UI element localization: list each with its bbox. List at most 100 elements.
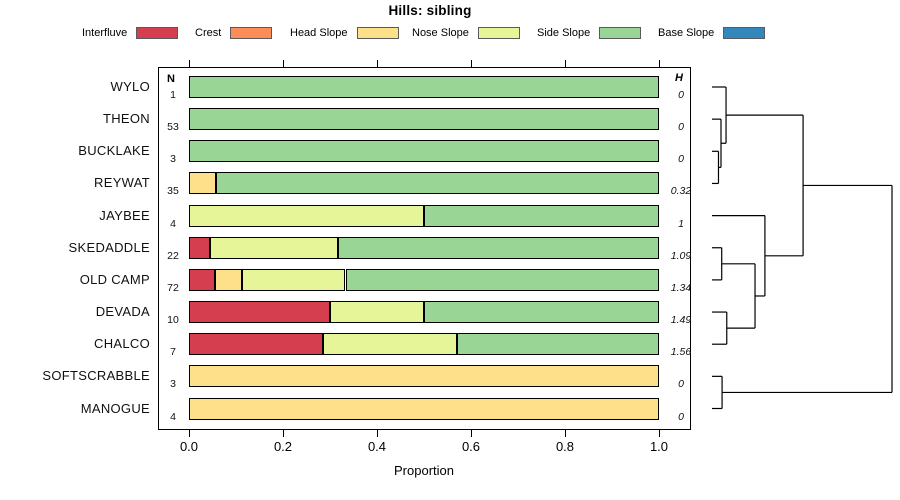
h-value: 0	[678, 153, 684, 166]
legend-item: Head Slope	[290, 26, 399, 40]
h-value: 0	[678, 121, 684, 134]
legend-swatch	[723, 27, 766, 39]
legend-item-label: Interfluve	[82, 27, 128, 39]
x-tick-top	[189, 60, 190, 67]
bar-segment	[189, 236, 211, 259]
row-label: REYWAT	[94, 175, 150, 191]
bar-row	[189, 76, 659, 98]
row-label: OLD CAMP	[79, 271, 150, 287]
row-label: BUCKLAKE	[78, 143, 150, 159]
legend-swatch	[477, 27, 520, 39]
row-label: CHALCO	[94, 336, 150, 352]
bar-row	[189, 236, 659, 259]
h-column-header: H	[675, 72, 683, 84]
bar-segment	[330, 301, 424, 324]
bar-row	[189, 204, 659, 227]
n-value: 4	[170, 217, 176, 230]
bar-row	[189, 301, 659, 324]
legend-item: Crest	[195, 26, 273, 40]
x-tick-bottom	[659, 430, 660, 437]
h-value: 0	[678, 89, 684, 101]
row-label: THEON	[103, 111, 150, 127]
bar-segment	[457, 333, 659, 356]
n-value: 4	[170, 410, 176, 423]
x-tick-bottom	[565, 430, 566, 437]
n-value: 10	[167, 314, 179, 327]
bar-segment	[323, 333, 458, 356]
legend-swatch	[356, 27, 399, 39]
row-label: MANOGUE	[80, 400, 150, 416]
x-tick-bottom	[189, 430, 190, 437]
legend-item-label: Base Slope	[658, 27, 715, 39]
bar-segment	[345, 268, 659, 291]
bar-row	[189, 108, 659, 131]
h-value: 0.32	[670, 185, 692, 198]
h-value: 0	[678, 378, 684, 391]
bar-segment	[189, 397, 659, 420]
bar-segment	[189, 268, 216, 291]
bar-segment	[424, 204, 659, 227]
x-tick-top	[565, 60, 566, 67]
bar-segment	[189, 140, 659, 163]
bar-segment	[215, 268, 242, 291]
h-value: 0	[678, 410, 684, 423]
bar-segment	[210, 236, 339, 259]
x-tick-label: 0.8	[555, 439, 575, 454]
bar-segment	[241, 268, 346, 291]
legend-item-label: Side Slope	[537, 27, 591, 39]
bar-row	[189, 333, 659, 356]
bar-row	[189, 365, 659, 388]
legend-item-label: Crest	[195, 27, 222, 39]
x-tick-top	[659, 60, 660, 67]
h-value: 1.34	[670, 281, 692, 294]
x-tick-top	[471, 60, 472, 67]
x-axis-title: Proportion	[394, 463, 454, 478]
n-value: 3	[170, 153, 176, 166]
legend-swatch	[136, 27, 179, 39]
bar-segment	[189, 108, 659, 131]
bar-segment	[189, 76, 659, 98]
x-tick-label: 0.6	[461, 439, 481, 454]
n-value: 1	[170, 89, 176, 101]
n-value: 3	[170, 378, 176, 391]
n-value: 22	[167, 249, 179, 262]
bar-segment	[215, 172, 659, 195]
x-tick-bottom	[377, 430, 378, 437]
x-tick-label: 0.4	[367, 439, 387, 454]
bar-segment	[189, 172, 216, 195]
x-tick-label: 0.0	[179, 439, 199, 454]
x-tick-top	[377, 60, 378, 67]
plot-box	[158, 67, 691, 430]
legend-item: Base Slope	[658, 26, 766, 40]
h-value: 1	[678, 217, 684, 230]
h-value: 1.49	[670, 314, 692, 327]
bar-segment	[189, 333, 324, 356]
bar-segment	[189, 365, 659, 388]
h-value: 1.09	[670, 249, 692, 262]
n-value: 35	[167, 185, 179, 198]
bar-row	[189, 172, 659, 195]
x-tick-bottom	[283, 430, 284, 437]
h-value: 1.56	[670, 346, 692, 359]
bar-row	[189, 397, 659, 420]
legend-swatch	[230, 27, 273, 39]
x-tick-label: 1.0	[649, 439, 669, 454]
row-label: SOFTSCRABBLE	[42, 368, 150, 384]
bar-segment	[424, 301, 659, 324]
bar-segment	[189, 204, 424, 227]
chart-title: Hills: sibling	[388, 3, 472, 18]
bar-segment	[338, 236, 659, 259]
x-tick-label: 0.2	[273, 439, 293, 454]
n-value: 53	[167, 121, 179, 134]
legend-item-label: Nose Slope	[412, 27, 469, 39]
row-label: WYLO	[110, 79, 150, 94]
x-tick-bottom	[471, 430, 472, 437]
row-label: SKEDADDLE	[68, 239, 150, 255]
legend-item: Nose Slope	[412, 26, 520, 40]
row-label: DEVADA	[95, 304, 150, 320]
legend-item: Side Slope	[537, 26, 642, 40]
row-label: JAYBEE	[99, 207, 150, 223]
n-column-header: N	[167, 73, 175, 85]
